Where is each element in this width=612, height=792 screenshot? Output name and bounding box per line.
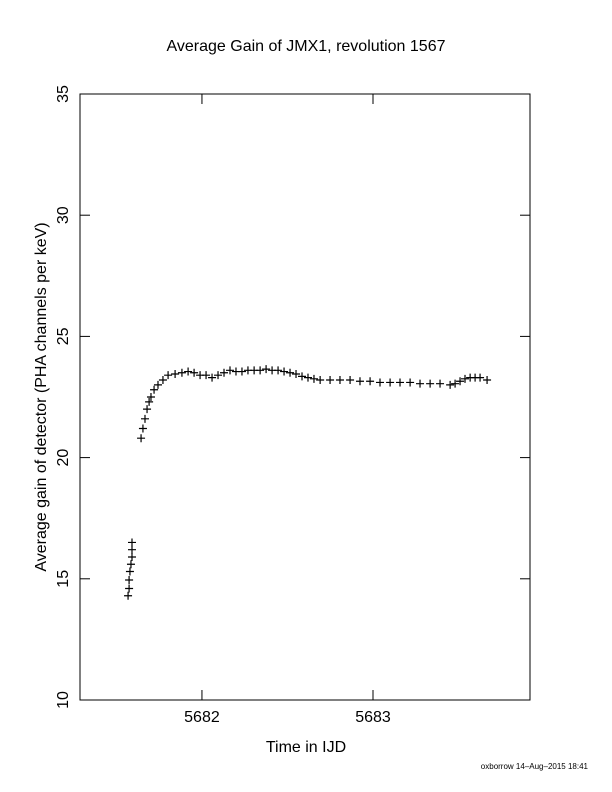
point <box>208 373 217 382</box>
point <box>237 367 246 376</box>
y-tick-label: 10 <box>55 691 72 709</box>
plot-frame <box>79 93 531 701</box>
point <box>286 368 295 377</box>
point <box>124 591 133 600</box>
point <box>150 385 159 394</box>
point <box>396 378 405 387</box>
point <box>143 405 152 414</box>
point <box>190 368 199 377</box>
chart-title: Average Gain of JMX1, revolution 1567 <box>167 38 446 55</box>
y-tick-label: 35 <box>55 85 72 103</box>
point <box>125 584 134 593</box>
point <box>127 545 136 554</box>
point <box>274 366 283 375</box>
y-tick-label: 20 <box>55 449 72 467</box>
point <box>164 371 173 380</box>
point <box>202 371 211 380</box>
point <box>171 369 180 378</box>
point <box>303 373 312 382</box>
point <box>426 379 435 388</box>
point <box>298 372 307 381</box>
point <box>292 369 301 378</box>
y-axis-label: Average gain of detector (PHA channels p… <box>33 222 50 571</box>
x-tick-label: 5682 <box>184 709 220 726</box>
point <box>416 379 425 388</box>
point <box>158 376 167 385</box>
point <box>262 365 271 374</box>
point <box>137 434 146 443</box>
x-axis-label: Time in IJD <box>266 739 346 756</box>
point <box>280 367 289 376</box>
point <box>366 377 375 386</box>
point <box>461 374 470 383</box>
point <box>184 367 193 376</box>
y-tick-label: 30 <box>55 206 72 224</box>
point <box>309 374 318 383</box>
point <box>376 378 384 387</box>
point <box>226 366 234 375</box>
point <box>483 376 492 385</box>
point <box>177 368 186 377</box>
point <box>127 552 136 561</box>
point <box>140 414 149 423</box>
y-tick-label: 15 <box>55 570 72 588</box>
point <box>451 379 460 388</box>
point <box>256 366 265 375</box>
point <box>476 373 485 382</box>
point <box>386 378 395 387</box>
point <box>153 380 162 389</box>
point <box>346 376 355 385</box>
point <box>335 376 344 385</box>
point <box>326 376 335 385</box>
footer: oxborrow 14–Aug–2015 18:41 <box>481 762 589 771</box>
point <box>355 377 364 386</box>
point <box>126 560 135 569</box>
point <box>436 379 445 388</box>
point <box>220 368 229 377</box>
point <box>125 576 134 585</box>
point <box>138 424 147 433</box>
point <box>214 371 223 380</box>
point <box>456 377 465 386</box>
y-tick-label: 25 <box>55 327 72 345</box>
point <box>406 378 415 387</box>
point <box>145 397 154 406</box>
point <box>316 376 325 385</box>
point <box>446 380 455 389</box>
point <box>146 393 155 401</box>
point <box>127 538 136 547</box>
x-tick-label: 5683 <box>355 709 391 726</box>
point <box>125 567 134 576</box>
